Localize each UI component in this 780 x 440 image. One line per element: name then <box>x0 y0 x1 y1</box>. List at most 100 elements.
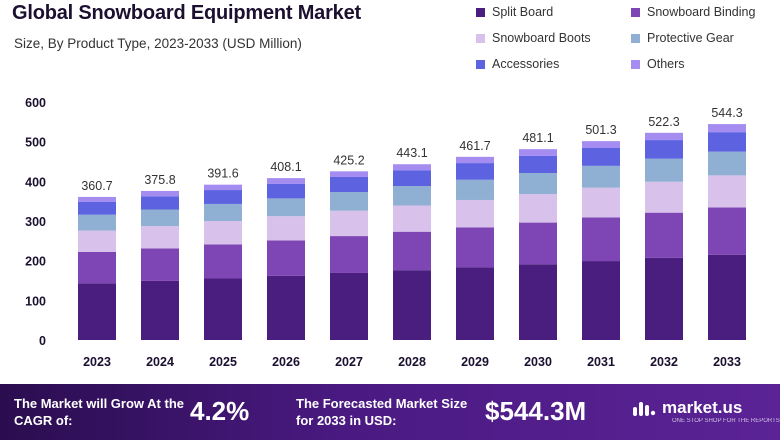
bar-segment-protective-gear <box>645 158 683 182</box>
bar-segment-snowboard-binding <box>582 217 620 262</box>
bar-segment-others <box>78 196 116 202</box>
forecast-size-label: The Forecasted Market Size for 2033 in U… <box>296 396 468 428</box>
x-tick-label: 2023 <box>83 355 111 369</box>
forecast-size-value: $544.3M <box>485 396 587 426</box>
legend-swatch <box>631 7 640 17</box>
bar-total-label: 461.7 <box>459 139 490 153</box>
bar-segment-snowboard-boots <box>204 221 242 245</box>
bar-segment-snowboard-boots <box>393 205 431 232</box>
y-tick-label: 100 <box>25 294 46 308</box>
y-tick-label: 200 <box>25 255 46 269</box>
legend-label: Accessories <box>492 57 560 71</box>
bar-segment-snowboard-binding <box>456 227 494 268</box>
bar-segment-split-board <box>78 283 116 340</box>
bar-segment-snowboard-binding <box>141 248 179 281</box>
bar-segment-protective-gear <box>582 165 620 188</box>
bar-segment-snowboard-binding <box>645 212 683 258</box>
bar-segment-split-board <box>204 278 242 340</box>
legend-swatch <box>476 59 485 69</box>
bar-segment-others <box>141 190 179 197</box>
legend-swatch <box>631 33 640 43</box>
legend-item-accessories: Accessories <box>476 56 631 72</box>
bar-segment-others <box>393 164 431 171</box>
bar-segment-snowboard-boots <box>519 194 557 223</box>
legend-item-protective-gear: Protective Gear <box>631 30 776 46</box>
cagr-value: 4.2% <box>190 396 250 426</box>
bar-total-label: 544.3 <box>711 106 742 120</box>
bar-segment-snowboard-boots <box>456 199 494 228</box>
bar-total-label: 425.2 <box>333 153 364 167</box>
x-tick-label: 2028 <box>398 355 426 369</box>
bar-total-label: 391.6 <box>207 167 238 181</box>
bar-segment-split-board <box>456 267 494 340</box>
bar-segment-accessories <box>456 163 494 180</box>
bar-segment-split-board <box>519 264 557 340</box>
bar-segment-snowboard-boots <box>78 230 116 252</box>
bar-segment-snowboard-boots <box>582 187 620 218</box>
legend-item-split-board: Split Board <box>476 4 631 20</box>
logo-text: market.us <box>662 398 743 417</box>
bar-segment-accessories <box>393 170 431 187</box>
bar-segment-protective-gear <box>456 179 494 200</box>
legend-label: Snowboard Binding <box>647 5 756 19</box>
y-tick-label: 400 <box>25 175 46 189</box>
x-tick-label: 2024 <box>146 355 174 369</box>
bar-segment-snowboard-boots <box>645 181 683 213</box>
chart-subtitle: Size, By Product Type, 2023-2033 (USD Mi… <box>14 36 302 51</box>
bar-segment-accessories <box>582 148 620 166</box>
bar-segment-snowboard-binding <box>393 231 431 271</box>
bar-segment-protective-gear <box>519 173 557 195</box>
x-tick-label: 2029 <box>461 355 489 369</box>
bar-segment-accessories <box>141 196 179 210</box>
logo-tagline: ONE STOP SHOP FOR THE REPORTS <box>672 418 780 424</box>
bar-segment-others <box>645 132 683 141</box>
x-tick-label: 2033 <box>713 355 741 369</box>
legend-swatch <box>476 33 485 43</box>
bar-segment-protective-gear <box>204 203 242 221</box>
bar-segment-split-board <box>393 270 431 340</box>
legend-swatch <box>631 59 640 69</box>
bar-total-label: 360.7 <box>81 179 112 193</box>
x-tick-label: 2027 <box>335 355 363 369</box>
market-us-logo-icon <box>633 402 656 416</box>
bar-segment-snowboard-binding <box>204 244 242 279</box>
bar-segment-others <box>582 141 620 149</box>
bar-segment-accessories <box>204 190 242 204</box>
bar-segment-accessories <box>708 132 746 152</box>
x-tick-label: 2032 <box>650 355 678 369</box>
bar-segment-snowboard-binding <box>78 251 116 284</box>
bar-total-label: 408.1 <box>270 160 301 174</box>
bar-segment-snowboard-binding <box>330 236 368 273</box>
bar-segment-accessories <box>267 183 305 199</box>
bar-segment-snowboard-boots <box>708 175 746 208</box>
bar-total-label: 481.1 <box>522 131 553 145</box>
y-tick-label: 300 <box>25 215 46 229</box>
legend-label: Protective Gear <box>647 31 734 45</box>
bar-segment-snowboard-boots <box>330 210 368 237</box>
brand-logo: market.us <box>632 398 742 418</box>
bar-segment-split-board <box>645 257 683 340</box>
bar-segment-others <box>330 171 368 177</box>
legend-label: Others <box>647 57 685 71</box>
bar-segment-snowboard-boots <box>141 226 179 249</box>
chart-legend: Split Board Snowboard Binding Snowboard … <box>476 4 776 72</box>
legend-label: Split Board <box>492 5 554 19</box>
bar-segment-snowboard-binding <box>519 222 557 265</box>
bar-segment-accessories <box>645 140 683 159</box>
legend-label: Snowboard Boots <box>492 31 591 45</box>
legend-swatch <box>476 7 485 17</box>
bar-segment-protective-gear <box>330 192 368 211</box>
bar-segment-snowboard-boots <box>267 216 305 241</box>
bar-segment-split-board <box>267 275 305 340</box>
legend-item-snowboard-binding: Snowboard Binding <box>631 4 776 20</box>
bar-segment-protective-gear <box>393 186 431 206</box>
bar-segment-others <box>456 156 494 164</box>
bar-segment-snowboard-binding <box>708 207 746 255</box>
x-tick-label: 2026 <box>272 355 300 369</box>
bar-total-label: 501.3 <box>585 123 616 137</box>
bar-segment-others <box>519 149 557 156</box>
bar-segment-split-board <box>141 280 179 340</box>
bar-segment-snowboard-binding <box>267 240 305 276</box>
footer-banner: The Market will Grow At the CAGR of: 4.2… <box>0 384 780 440</box>
y-tick-label: 0 <box>39 334 46 348</box>
